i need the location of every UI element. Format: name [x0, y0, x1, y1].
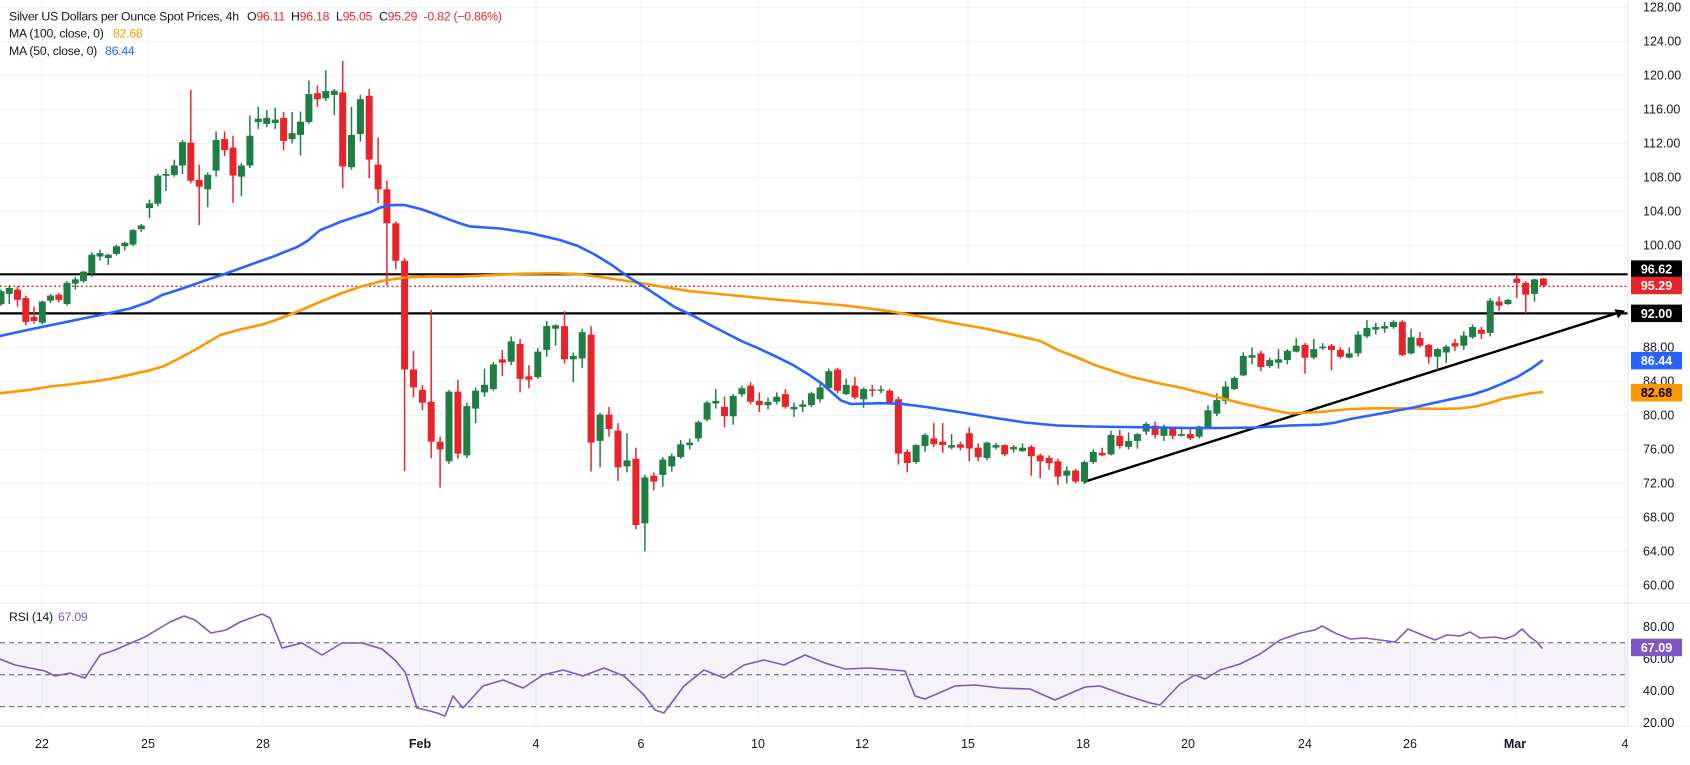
- svg-text:Mar: Mar: [1504, 737, 1526, 751]
- svg-text:88.00: 88.00: [1643, 341, 1674, 355]
- svg-text:4: 4: [1622, 737, 1629, 751]
- svg-text:6: 6: [638, 737, 645, 751]
- svg-text:86.44: 86.44: [1641, 354, 1672, 368]
- svg-text:Silver US Dollars per Ounce Sp: Silver US Dollars per Ounce Spot Prices,…: [9, 9, 239, 23]
- svg-text:40.00: 40.00: [1643, 684, 1674, 698]
- svg-text:MA (50, close, 0): MA (50, close, 0): [9, 44, 97, 58]
- svg-text:67.09: 67.09: [58, 610, 88, 624]
- svg-text:H96.18: H96.18: [291, 9, 330, 23]
- svg-text:15: 15: [961, 737, 975, 751]
- svg-text:76.00: 76.00: [1643, 443, 1674, 457]
- svg-text:120.00: 120.00: [1643, 69, 1681, 83]
- svg-text:L95.05: L95.05: [336, 9, 373, 23]
- svg-text:O96.11: O96.11: [247, 9, 285, 23]
- svg-text:108.00: 108.00: [1643, 171, 1681, 185]
- svg-text:116.00: 116.00: [1643, 103, 1680, 117]
- svg-text:20: 20: [1181, 737, 1195, 751]
- svg-text:22: 22: [35, 737, 49, 751]
- svg-text:64.00: 64.00: [1643, 545, 1674, 559]
- svg-text:112.00: 112.00: [1643, 137, 1680, 151]
- svg-text:82.68: 82.68: [1641, 386, 1672, 400]
- svg-text:96.62: 96.62: [1641, 263, 1672, 277]
- svg-text:10: 10: [751, 737, 765, 751]
- svg-text:60.00: 60.00: [1643, 579, 1674, 593]
- svg-text:4: 4: [533, 737, 540, 751]
- svg-text:100.00: 100.00: [1643, 239, 1681, 253]
- svg-text:67.09: 67.09: [1641, 641, 1672, 655]
- svg-text:Feb: Feb: [409, 737, 432, 751]
- svg-text:86.44: 86.44: [105, 44, 135, 58]
- svg-text:12: 12: [855, 737, 869, 751]
- svg-text:80.00: 80.00: [1643, 620, 1674, 634]
- svg-text:-0.82 (−0.86%): -0.82 (−0.86%): [424, 9, 502, 23]
- svg-text:C95.29: C95.29: [379, 9, 418, 23]
- svg-text:20.00: 20.00: [1643, 716, 1674, 730]
- svg-text:128.00: 128.00: [1643, 1, 1681, 15]
- svg-text:82.68: 82.68: [113, 27, 143, 41]
- svg-text:72.00: 72.00: [1643, 477, 1674, 491]
- svg-text:26: 26: [1403, 737, 1417, 751]
- svg-text:124.00: 124.00: [1643, 35, 1681, 49]
- svg-text:95.29: 95.29: [1641, 279, 1672, 293]
- svg-text:80.00: 80.00: [1643, 409, 1674, 423]
- svg-text:104.00: 104.00: [1643, 205, 1681, 219]
- svg-text:24: 24: [1298, 737, 1312, 751]
- svg-text:18: 18: [1076, 737, 1090, 751]
- svg-text:25: 25: [141, 737, 155, 751]
- svg-text:RSI (14): RSI (14): [9, 610, 53, 624]
- svg-text:MA (100, close, 0): MA (100, close, 0): [9, 27, 104, 41]
- svg-text:68.00: 68.00: [1643, 511, 1674, 525]
- svg-text:28: 28: [256, 737, 270, 751]
- svg-text:92.00: 92.00: [1641, 307, 1672, 321]
